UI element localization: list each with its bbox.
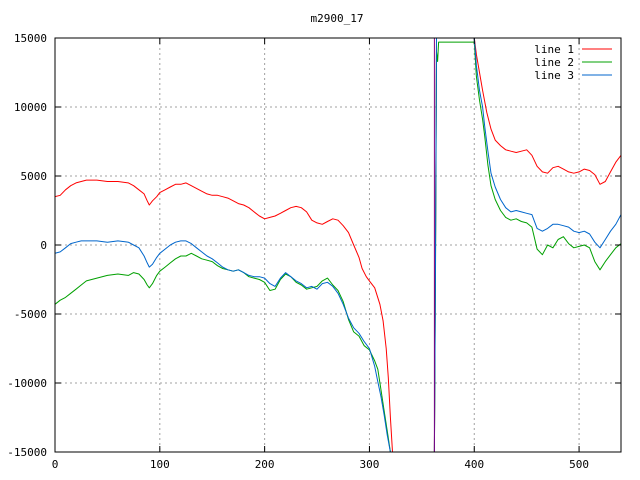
y-tick-label: -15000 xyxy=(7,446,47,459)
x-tick-label: 500 xyxy=(569,458,589,471)
y-tick-label: 0 xyxy=(40,239,47,252)
legend-label: line 2 xyxy=(534,56,574,69)
chart-title: m2900_17 xyxy=(311,12,364,25)
x-tick-label: 400 xyxy=(464,458,484,471)
y-tick-label: -10000 xyxy=(7,377,47,390)
y-tick-label: 5000 xyxy=(21,170,48,183)
y-tick-label: 10000 xyxy=(14,101,47,114)
series-line-line-2 xyxy=(55,41,621,452)
x-tick-label: 200 xyxy=(255,458,275,471)
y-tick-label: 15000 xyxy=(14,32,47,45)
grid xyxy=(55,38,621,452)
legend-label: line 3 xyxy=(534,69,574,82)
series-layer xyxy=(55,38,621,452)
legend-label: line 1 xyxy=(534,43,574,56)
x-tick-label: 300 xyxy=(360,458,380,471)
x-tick-label: 100 xyxy=(150,458,170,471)
y-tick-label: -5000 xyxy=(14,308,47,321)
x-tick-label: 0 xyxy=(52,458,59,471)
axis-ticks: 0 100 200 300 400 500 -15000 -10000 -5000 0 5000 10… xyxy=(7,32,621,471)
